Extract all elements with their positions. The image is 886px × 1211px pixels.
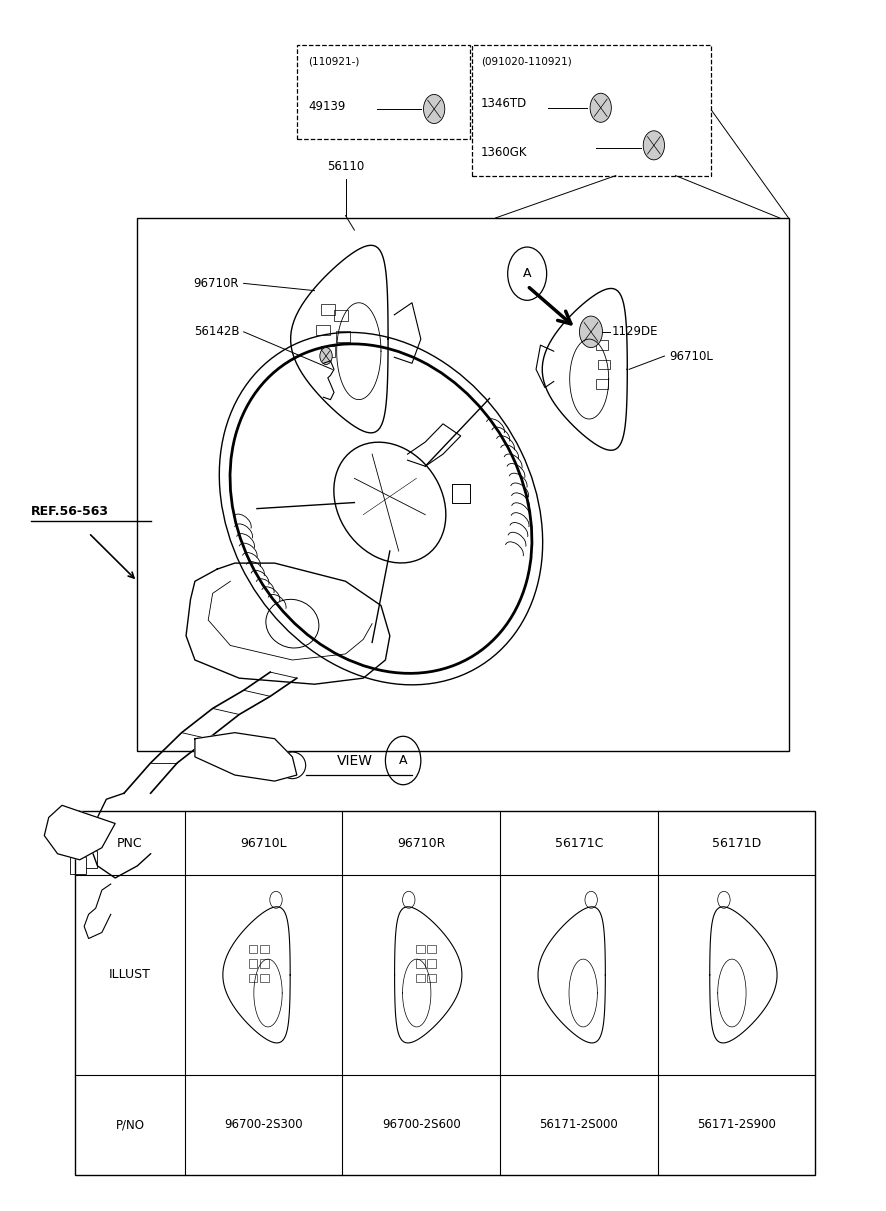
- Text: 96710L: 96710L: [669, 350, 713, 362]
- Text: 96710L: 96710L: [240, 837, 287, 850]
- Bar: [260, 959, 269, 968]
- Text: (091020-110921): (091020-110921): [481, 57, 571, 67]
- Text: PNC: PNC: [117, 837, 143, 850]
- Bar: [427, 945, 436, 953]
- Bar: [81, 851, 97, 868]
- Bar: [260, 974, 269, 982]
- Polygon shape: [195, 733, 297, 781]
- Circle shape: [590, 93, 611, 122]
- Text: 56171-2S000: 56171-2S000: [540, 1118, 618, 1131]
- Bar: [316, 325, 330, 335]
- Bar: [137, 218, 789, 751]
- Bar: [249, 974, 258, 982]
- Bar: [75, 811, 815, 1175]
- Bar: [321, 346, 335, 357]
- Text: A: A: [399, 754, 408, 767]
- Text: 96700-2S600: 96700-2S600: [382, 1118, 461, 1131]
- Bar: [416, 945, 424, 953]
- Bar: [416, 974, 424, 982]
- Text: 1360GK: 1360GK: [481, 145, 527, 159]
- Text: 56171C: 56171C: [555, 837, 603, 850]
- Text: (110921-): (110921-): [308, 57, 360, 67]
- Bar: [427, 959, 436, 968]
- Ellipse shape: [279, 752, 306, 779]
- Bar: [297, 45, 470, 139]
- Bar: [336, 331, 350, 342]
- Circle shape: [579, 316, 602, 348]
- Text: ILLUST: ILLUST: [109, 969, 151, 981]
- Circle shape: [424, 94, 445, 124]
- Bar: [416, 959, 424, 968]
- Bar: [81, 827, 97, 844]
- Text: P/NO: P/NO: [115, 1118, 144, 1131]
- Bar: [596, 379, 608, 389]
- Bar: [472, 45, 711, 176]
- Bar: [596, 340, 608, 350]
- Text: 56110: 56110: [327, 160, 364, 173]
- Bar: [427, 974, 436, 982]
- Text: A: A: [523, 268, 532, 280]
- Bar: [260, 945, 269, 953]
- Circle shape: [643, 131, 664, 160]
- Bar: [70, 857, 86, 874]
- Polygon shape: [44, 805, 115, 860]
- Bar: [249, 945, 258, 953]
- Text: 96700-2S300: 96700-2S300: [224, 1118, 303, 1131]
- Text: 96710R: 96710R: [194, 277, 239, 289]
- Text: 49139: 49139: [308, 99, 346, 113]
- Bar: [321, 304, 335, 315]
- Bar: [598, 360, 610, 369]
- Text: REF.56-563: REF.56-563: [31, 505, 109, 518]
- Circle shape: [320, 348, 332, 365]
- Text: 56171D: 56171D: [711, 837, 761, 850]
- Text: 1346TD: 1346TD: [481, 97, 527, 110]
- Bar: [334, 310, 348, 321]
- Text: 96710R: 96710R: [397, 837, 446, 850]
- Bar: [249, 959, 258, 968]
- Text: 1129DE: 1129DE: [611, 326, 657, 338]
- Text: 56171-2S900: 56171-2S900: [697, 1118, 776, 1131]
- Text: VIEW: VIEW: [337, 753, 372, 768]
- Text: 56142B: 56142B: [194, 326, 239, 338]
